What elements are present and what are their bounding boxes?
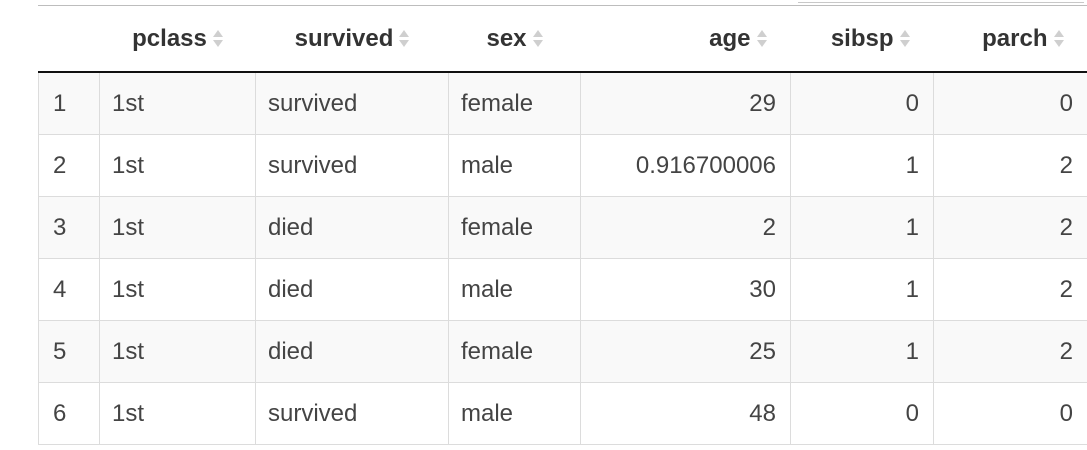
cell-parch: 2 <box>933 134 1087 197</box>
header-sibsp[interactable]: sibsp <box>790 6 934 73</box>
cell-sex: male <box>448 134 581 197</box>
table-body: 1 1st survived female 29 0 0 2 1st survi… <box>38 71 1087 445</box>
cell-parch: 2 <box>933 258 1087 321</box>
cell-parch: 0 <box>933 382 1087 445</box>
table-row[interactable]: 4 1st died male 30 1 2 <box>38 258 1087 321</box>
sort-both-icon[interactable] <box>532 28 543 50</box>
data-table: pclass survived sex age sibsp parch 1 1s… <box>38 6 1087 445</box>
cell-sibsp: 0 <box>790 382 934 445</box>
header-sex[interactable]: sex <box>448 6 581 73</box>
cell-pclass: 1st <box>99 134 256 197</box>
cell-pclass: 1st <box>99 382 256 445</box>
header-parch[interactable]: parch <box>933 6 1087 73</box>
cell-sex: female <box>448 196 581 259</box>
table-row[interactable]: 3 1st died female 2 1 2 <box>38 196 1087 259</box>
cell-age: 0.916700006 <box>580 134 791 197</box>
cell-parch: 0 <box>933 71 1087 135</box>
header-age[interactable]: age <box>580 6 791 73</box>
cell-sibsp: 1 <box>790 134 934 197</box>
header-rowid[interactable] <box>38 6 100 73</box>
header-label: pclass <box>132 24 207 52</box>
header-label: age <box>709 24 751 52</box>
header-label: parch <box>982 24 1048 52</box>
cell-sibsp: 1 <box>790 196 934 259</box>
sort-both-icon[interactable] <box>399 28 410 50</box>
table-row[interactable]: 5 1st died female 25 1 2 <box>38 320 1087 383</box>
cell-age: 29 <box>580 71 791 135</box>
cell-pclass: 1st <box>99 196 256 259</box>
sort-both-icon[interactable] <box>1053 28 1064 50</box>
cell-survived: died <box>255 258 449 321</box>
cell-pclass: 1st <box>99 320 256 383</box>
cell-sex: male <box>448 258 581 321</box>
header-row: pclass survived sex age sibsp parch <box>38 6 1087 73</box>
search-box-edge <box>798 0 1084 3</box>
cell-survived: survived <box>255 134 449 197</box>
table-row[interactable]: 6 1st survived male 48 0 0 <box>38 382 1087 445</box>
sort-both-icon[interactable] <box>899 28 910 50</box>
cell-rowid: 5 <box>38 320 100 383</box>
top-rule <box>38 5 1087 6</box>
cell-age: 30 <box>580 258 791 321</box>
cell-pclass: 1st <box>99 258 256 321</box>
cell-sex: male <box>448 382 581 445</box>
table-row[interactable]: 1 1st survived female 29 0 0 <box>38 71 1087 135</box>
cell-rowid: 1 <box>38 71 100 135</box>
cell-sibsp: 1 <box>790 320 934 383</box>
cell-rowid: 2 <box>38 134 100 197</box>
cell-sex: female <box>448 71 581 135</box>
cell-sex: female <box>448 320 581 383</box>
cell-survived: died <box>255 196 449 259</box>
cell-sibsp: 0 <box>790 71 934 135</box>
header-label: survived <box>294 24 394 52</box>
cell-rowid: 4 <box>38 258 100 321</box>
cell-parch: 2 <box>933 196 1087 259</box>
cell-parch: 2 <box>933 320 1087 383</box>
cell-survived: died <box>255 320 449 383</box>
cell-sibsp: 1 <box>790 258 934 321</box>
sort-both-icon[interactable] <box>756 28 767 50</box>
header-survived[interactable]: survived <box>255 6 449 73</box>
cell-rowid: 3 <box>38 196 100 259</box>
cell-survived: survived <box>255 71 449 135</box>
cell-survived: survived <box>255 382 449 445</box>
table-row[interactable]: 2 1st survived male 0.916700006 1 2 <box>38 134 1087 197</box>
cell-age: 48 <box>580 382 791 445</box>
table-header: pclass survived sex age sibsp parch <box>38 6 1087 73</box>
cell-rowid: 6 <box>38 382 100 445</box>
header-pclass[interactable]: pclass <box>99 6 256 73</box>
sort-both-icon[interactable] <box>212 28 223 50</box>
cell-age: 25 <box>580 320 791 383</box>
header-label: sex <box>486 24 527 52</box>
header-label: sibsp <box>830 24 894 52</box>
cell-pclass: 1st <box>99 71 256 135</box>
cell-age: 2 <box>580 196 791 259</box>
